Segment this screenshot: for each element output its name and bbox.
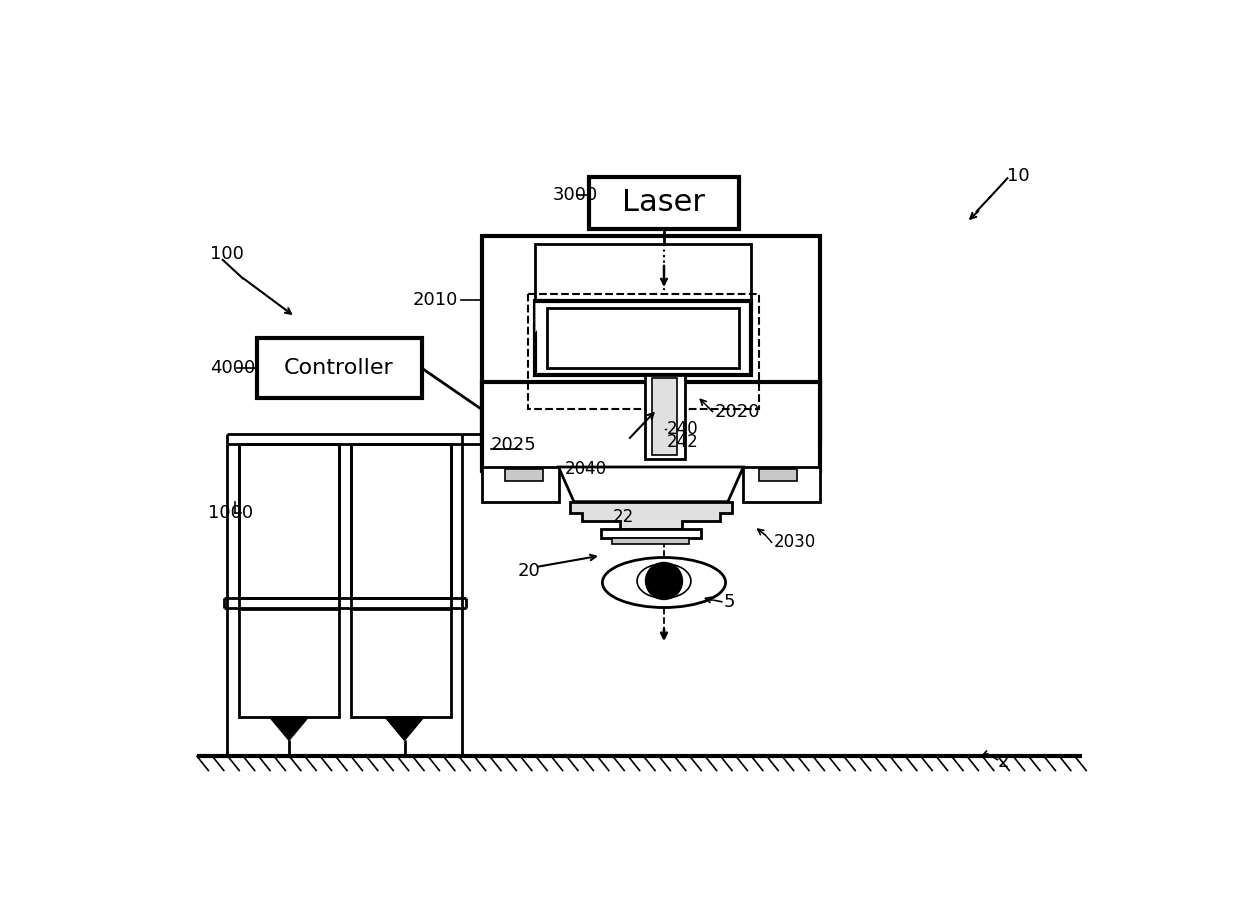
Bar bbox=[481, 236, 821, 440]
Polygon shape bbox=[270, 717, 309, 740]
Text: 2010: 2010 bbox=[413, 291, 459, 309]
Text: 5: 5 bbox=[724, 593, 735, 611]
Text: 240: 240 bbox=[666, 419, 698, 438]
Text: 1000: 1000 bbox=[208, 504, 253, 522]
Bar bbox=[601, 528, 701, 538]
Bar bbox=[759, 469, 797, 481]
Text: 22: 22 bbox=[613, 508, 634, 526]
Bar bbox=[351, 444, 450, 597]
Bar bbox=[589, 177, 739, 229]
Bar bbox=[257, 339, 422, 399]
Polygon shape bbox=[558, 467, 743, 501]
Ellipse shape bbox=[646, 562, 682, 599]
Text: 2025: 2025 bbox=[491, 436, 537, 454]
Bar bbox=[481, 467, 558, 501]
Bar bbox=[239, 609, 339, 717]
Bar bbox=[351, 444, 450, 597]
Bar bbox=[645, 375, 684, 459]
Text: 2030: 2030 bbox=[774, 534, 816, 551]
Bar bbox=[743, 467, 821, 501]
Polygon shape bbox=[570, 501, 732, 528]
Text: 4000: 4000 bbox=[211, 360, 255, 378]
Text: 20: 20 bbox=[517, 562, 541, 580]
Text: 2: 2 bbox=[997, 753, 1009, 771]
Bar bbox=[481, 236, 821, 440]
Bar bbox=[351, 609, 450, 717]
Bar bbox=[505, 469, 543, 481]
Text: Laser: Laser bbox=[622, 188, 706, 217]
Polygon shape bbox=[536, 301, 558, 332]
Polygon shape bbox=[386, 717, 424, 740]
Text: 2020: 2020 bbox=[714, 402, 760, 420]
Text: 2040: 2040 bbox=[564, 460, 606, 479]
Text: 10: 10 bbox=[1007, 167, 1030, 185]
Ellipse shape bbox=[603, 558, 725, 607]
Bar bbox=[481, 382, 821, 471]
Text: 3000: 3000 bbox=[552, 186, 598, 204]
Text: Controller: Controller bbox=[284, 359, 394, 379]
Text: 242: 242 bbox=[666, 432, 698, 450]
Bar bbox=[536, 243, 751, 301]
Bar bbox=[536, 301, 751, 375]
Bar bbox=[547, 308, 739, 368]
Bar bbox=[239, 444, 339, 597]
Bar bbox=[239, 444, 339, 597]
Bar bbox=[652, 379, 677, 456]
Bar bbox=[613, 538, 689, 544]
Bar bbox=[528, 294, 759, 410]
Bar bbox=[536, 301, 751, 375]
Text: 100: 100 bbox=[211, 245, 244, 262]
